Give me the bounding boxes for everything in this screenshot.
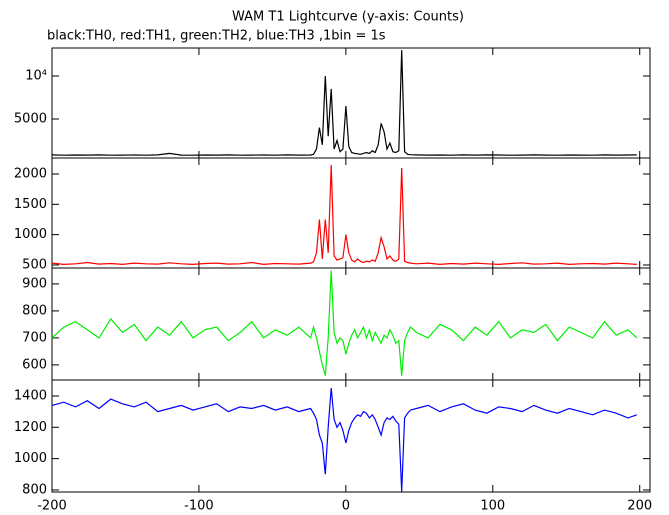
x-tick-label: 200: [627, 499, 652, 514]
y-tick-label: 5000: [14, 111, 47, 126]
y-tick-label: 500: [22, 257, 47, 272]
lightcurve: [51, 388, 637, 492]
y-tick-label: 1000: [14, 227, 47, 242]
lightcurve: [51, 270, 638, 376]
panel-frame: [51, 267, 651, 381]
chart-subtitle: black:TH0, red:TH1, green:TH2, blue:TH3 …: [47, 29, 386, 44]
panel-frame: [51, 157, 651, 269]
y-tick-label: 1200: [14, 420, 47, 435]
x-tick-label: -100: [184, 499, 214, 514]
y-tick-label: 700: [22, 330, 47, 345]
y-tick-label: 800: [22, 303, 47, 318]
lightcurve: [51, 50, 637, 156]
panel-frame: [51, 47, 651, 159]
y-tick-label: 800: [22, 482, 47, 497]
x-tick-label: 0: [342, 499, 350, 514]
y-tick-label: 2000: [14, 167, 47, 182]
y-tick-label: 1400: [14, 388, 47, 403]
y-tick-label: 900: [22, 276, 47, 291]
x-tick-label: 100: [480, 499, 505, 514]
y-tick-label: 1000: [14, 451, 47, 466]
y-tick-label: 600: [22, 357, 47, 372]
x-tick-label: -200: [37, 499, 67, 514]
lightcurve: [51, 164, 637, 266]
y-tick-label: 1500: [14, 197, 47, 212]
chart-title: WAM T1 Lightcurve (y-axis: Counts): [232, 10, 464, 25]
y-tick-label: 10⁴: [25, 69, 47, 84]
panel-frame: [51, 379, 651, 493]
